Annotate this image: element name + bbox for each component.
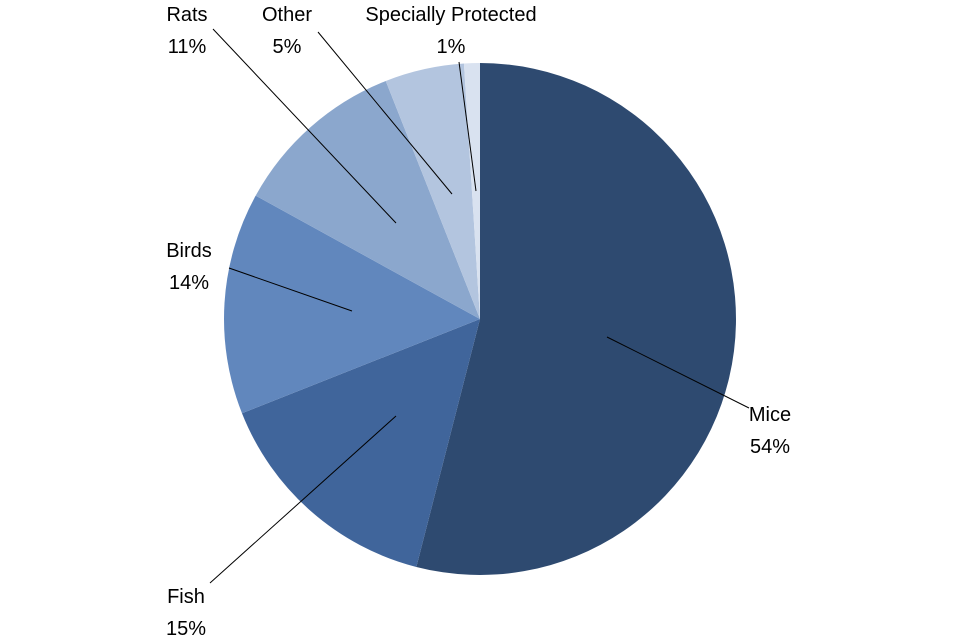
- leader-line-rats: [212, 28, 397, 224]
- pie-slice-fish: [241, 319, 480, 567]
- pie-slices: [224, 63, 736, 575]
- leader-line-other: [317, 31, 453, 195]
- pie-slice-rats: [255, 80, 480, 319]
- slice-percent-label-other: 5%: [273, 36, 302, 58]
- slice-percent-label-birds: 14%: [169, 272, 209, 294]
- slice-name-label-specially-protected: Specially Protected: [365, 4, 536, 26]
- leader-lines: [209, 28, 750, 584]
- pie-slice-mice: [416, 63, 736, 575]
- pie-slice-birds: [224, 195, 480, 414]
- slice-name-label-rats: Rats: [166, 4, 207, 26]
- slice-percent-label-fish: 15%: [166, 618, 206, 640]
- pie-slice-other: [385, 63, 480, 320]
- leader-line-fish: [209, 415, 397, 584]
- slice-name-label-other: Other: [262, 4, 312, 26]
- slice-name-label-fish: Fish: [167, 586, 205, 608]
- leader-line-mice: [606, 336, 750, 409]
- leader-line-birds: [228, 267, 353, 312]
- slice-percent-label-specially-protected: 1%: [437, 36, 466, 58]
- leader-line-specially-protected: [458, 61, 477, 192]
- slice-name-label-birds: Birds: [166, 240, 212, 262]
- slice-labels: Mice 54% Fish 15% Birds 14% Rats 11% Other 5% Spec…: [166, 4, 791, 640]
- slice-name-label-mice: Mice: [749, 404, 791, 426]
- slice-percent-label-rats: 11%: [168, 36, 207, 58]
- slice-percent-label-mice: 54%: [750, 436, 790, 458]
